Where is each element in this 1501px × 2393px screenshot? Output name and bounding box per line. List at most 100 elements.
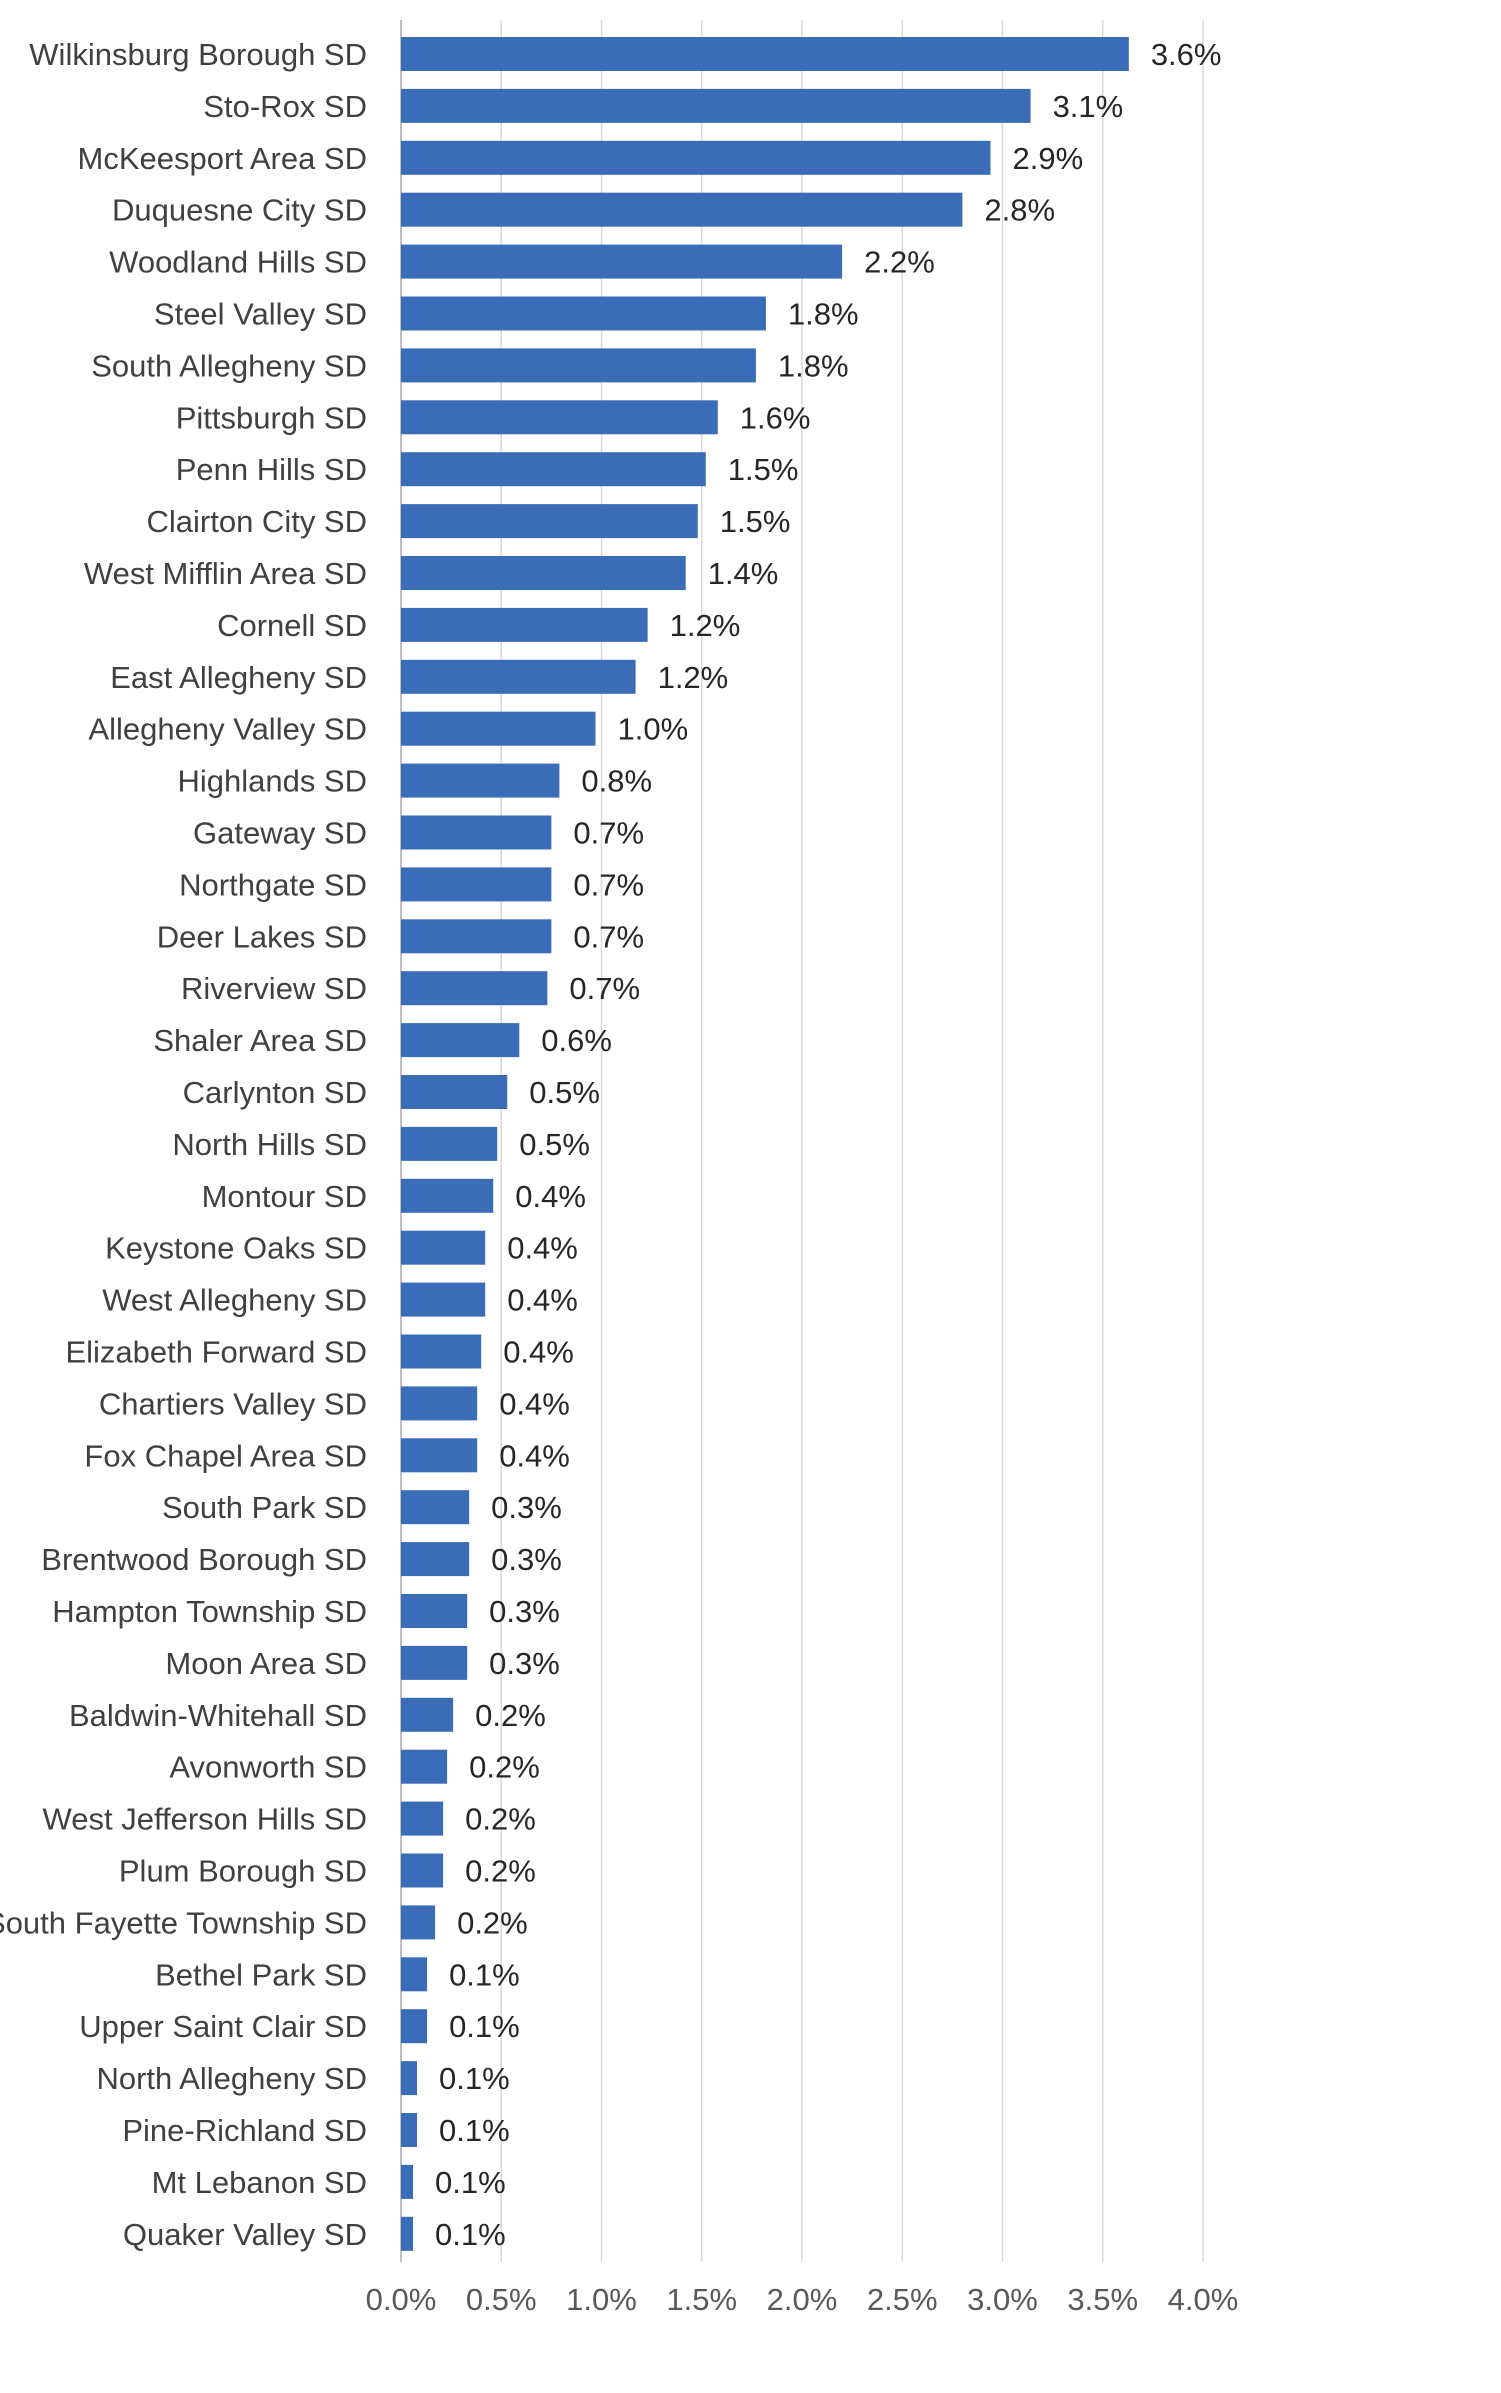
x-axis-ticks: 0.0% 0.5% 1.0% 1.5% 2.0% 2.5% 3.0% 3.5% 4.0% bbox=[366, 2282, 1239, 2317]
data-label: 0.7% bbox=[573, 919, 644, 954]
category-label: Elizabeth Forward SD bbox=[65, 1335, 367, 1370]
category-label: Keystone Oaks SD bbox=[105, 1231, 367, 1266]
category-label: Quaker Valley SD bbox=[123, 2217, 367, 2252]
category-label: North Allegheny SD bbox=[96, 2061, 367, 2096]
category-label: North Hills SD bbox=[172, 1127, 367, 1162]
category-label: West Jefferson Hills SD bbox=[43, 1802, 367, 1837]
data-label: 0.7% bbox=[569, 971, 640, 1006]
data-label: 0.5% bbox=[529, 1075, 600, 1110]
data-label: 0.2% bbox=[465, 1802, 536, 1837]
bar bbox=[401, 400, 718, 435]
bar bbox=[401, 1178, 494, 1213]
x-tick-label: 4.0% bbox=[1168, 2282, 1239, 2317]
bar bbox=[401, 192, 963, 227]
category-label: South Fayette Township SD bbox=[0, 1905, 367, 1940]
data-label: 1.6% bbox=[740, 400, 811, 435]
bar bbox=[401, 1801, 444, 1836]
bar bbox=[401, 1230, 486, 1265]
bar bbox=[401, 2164, 414, 2199]
bar bbox=[401, 1594, 468, 1628]
category-label: Clairton City SD bbox=[147, 504, 368, 539]
bar bbox=[401, 88, 1031, 123]
data-label: 0.7% bbox=[573, 816, 644, 851]
category-label: Gateway SD bbox=[193, 816, 367, 851]
category-label: South Allegheny SD bbox=[91, 348, 367, 383]
category-label: Moon Area SD bbox=[165, 1646, 367, 1681]
data-label: 0.4% bbox=[503, 1335, 574, 1370]
data-label: 0.1% bbox=[435, 2165, 506, 2200]
x-tick-label: 0.0% bbox=[366, 2282, 437, 2317]
bar bbox=[401, 2216, 414, 2251]
data-label: 0.3% bbox=[489, 1646, 560, 1681]
bar bbox=[401, 1126, 498, 1161]
bar bbox=[401, 659, 636, 694]
category-label: Sto-Rox SD bbox=[203, 89, 367, 124]
bars bbox=[401, 37, 1129, 2251]
category-label: Hampton Township SD bbox=[52, 1594, 367, 1629]
bar bbox=[401, 1334, 482, 1369]
category-label: East Allegheny SD bbox=[110, 660, 367, 695]
bar bbox=[401, 244, 843, 279]
data-label: 0.1% bbox=[449, 2009, 520, 2044]
bar bbox=[401, 1490, 470, 1525]
bar bbox=[401, 919, 552, 954]
category-label: Montour SD bbox=[202, 1179, 367, 1214]
data-label: 0.2% bbox=[465, 1854, 536, 1889]
gridlines bbox=[400, 20, 1204, 2262]
bar bbox=[401, 1386, 478, 1421]
category-label: Woodland Hills SD bbox=[109, 245, 367, 280]
bar bbox=[401, 348, 756, 383]
category-labels: Wilkinsburg Borough SD Sto-Rox SD McKeespo… bbox=[0, 37, 367, 2252]
bar bbox=[401, 1749, 448, 1784]
bar bbox=[401, 2113, 418, 2147]
x-tick-label: 2.0% bbox=[767, 2282, 838, 2317]
x-tick-label: 1.5% bbox=[666, 2282, 737, 2317]
bar bbox=[401, 1697, 454, 1732]
bar bbox=[401, 2061, 418, 2096]
bar bbox=[401, 1542, 470, 1577]
x-tick-label: 3.0% bbox=[967, 2282, 1038, 2317]
category-label: Plum Borough SD bbox=[119, 1854, 367, 1889]
bar bbox=[401, 711, 596, 746]
category-label: McKeesport Area SD bbox=[78, 141, 367, 176]
data-label: 3.1% bbox=[1053, 89, 1124, 124]
data-label: 0.4% bbox=[507, 1283, 578, 1318]
data-label: 0.1% bbox=[439, 2113, 510, 2148]
bar bbox=[401, 2009, 428, 2044]
bar bbox=[401, 1853, 444, 1888]
bar bbox=[401, 37, 1129, 71]
data-label: 1.2% bbox=[658, 660, 729, 695]
x-tick-label: 2.5% bbox=[867, 2282, 938, 2317]
bar bbox=[401, 971, 548, 1006]
bar bbox=[401, 815, 552, 850]
data-label: 0.1% bbox=[439, 2061, 510, 2096]
category-label: Pine-Richland SD bbox=[122, 2113, 367, 2148]
bar bbox=[401, 556, 686, 590]
data-label: 1.0% bbox=[617, 712, 688, 747]
category-label: Deer Lakes SD bbox=[157, 919, 367, 954]
category-label: South Park SD bbox=[162, 1490, 367, 1525]
category-label: Riverview SD bbox=[181, 971, 367, 1006]
data-label: 0.4% bbox=[499, 1386, 570, 1421]
data-label: 0.2% bbox=[475, 1698, 546, 1733]
bar bbox=[401, 1957, 428, 1992]
category-label: Fox Chapel Area SD bbox=[84, 1438, 367, 1473]
bar bbox=[401, 452, 706, 487]
category-label: Cornell SD bbox=[217, 608, 367, 643]
data-label: 0.4% bbox=[515, 1179, 586, 1214]
category-label: Chartiers Valley SD bbox=[99, 1386, 367, 1421]
bar bbox=[401, 763, 560, 798]
category-label: Shaler Area SD bbox=[153, 1023, 367, 1058]
data-label: 3.6% bbox=[1151, 37, 1222, 72]
data-label: 0.1% bbox=[435, 2217, 506, 2252]
data-label: 1.5% bbox=[720, 504, 791, 539]
x-tick-label: 1.0% bbox=[566, 2282, 637, 2317]
category-label: West Mifflin Area SD bbox=[84, 556, 367, 591]
category-label: West Allegheny SD bbox=[102, 1283, 367, 1318]
data-label: 0.6% bbox=[541, 1023, 612, 1058]
data-label: 0.2% bbox=[469, 1750, 540, 1785]
category-label: Pittsburgh SD bbox=[176, 400, 367, 435]
category-label: Mt Lebanon SD bbox=[152, 2165, 367, 2200]
data-label: 1.8% bbox=[778, 348, 849, 383]
category-label: Carlynton SD bbox=[183, 1075, 367, 1110]
